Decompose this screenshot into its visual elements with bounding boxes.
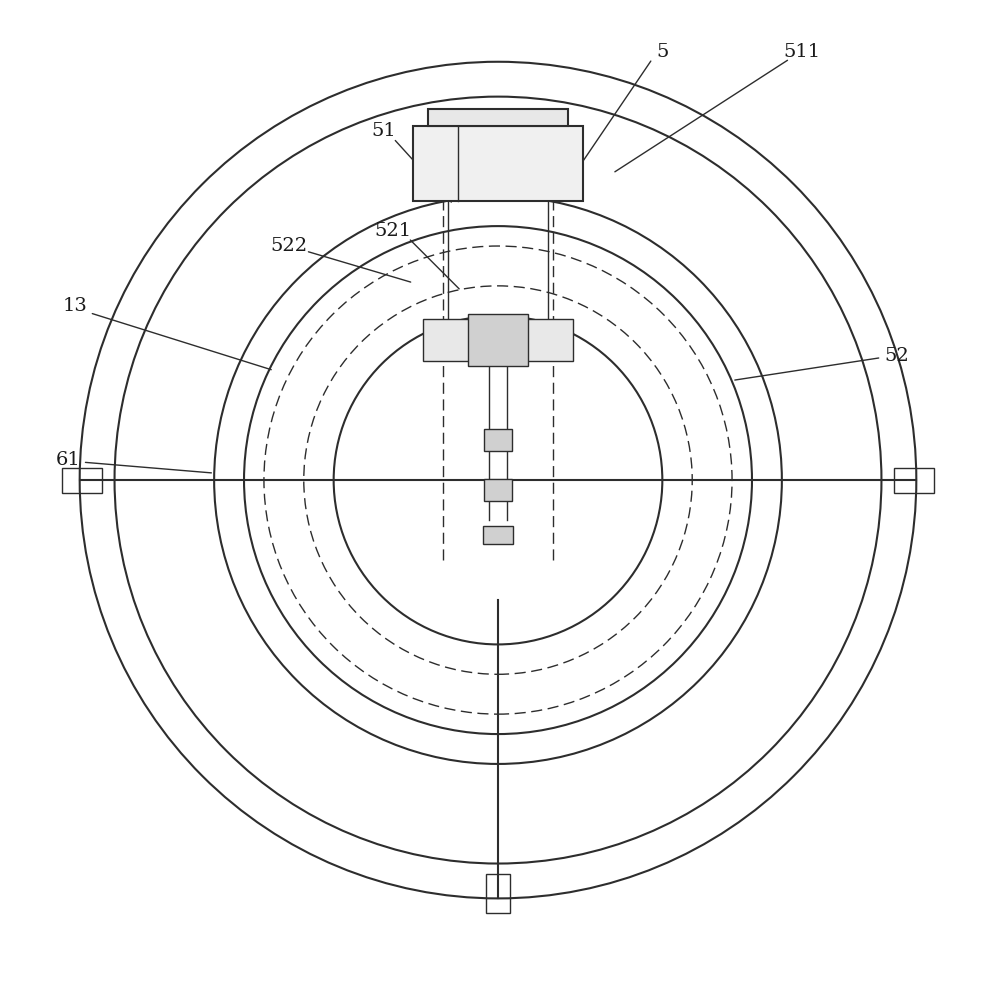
Bar [483, 526, 513, 544]
Bar [484, 429, 512, 451]
Text: 61: 61 [56, 451, 80, 469]
Text: 51: 51 [372, 122, 395, 140]
Bar [468, 314, 528, 366]
Bar [428, 109, 568, 126]
Text: 521: 521 [374, 222, 412, 240]
Text: 511: 511 [783, 43, 821, 61]
Bar [62, 468, 102, 493]
Text: 13: 13 [63, 297, 87, 315]
Bar [413, 126, 583, 201]
Text: 5: 5 [656, 43, 668, 61]
Bar [484, 479, 512, 501]
Text: 52: 52 [884, 347, 908, 365]
Text: 522: 522 [270, 237, 308, 255]
Bar [486, 874, 510, 913]
Bar [423, 319, 573, 361]
Bar [894, 468, 934, 493]
